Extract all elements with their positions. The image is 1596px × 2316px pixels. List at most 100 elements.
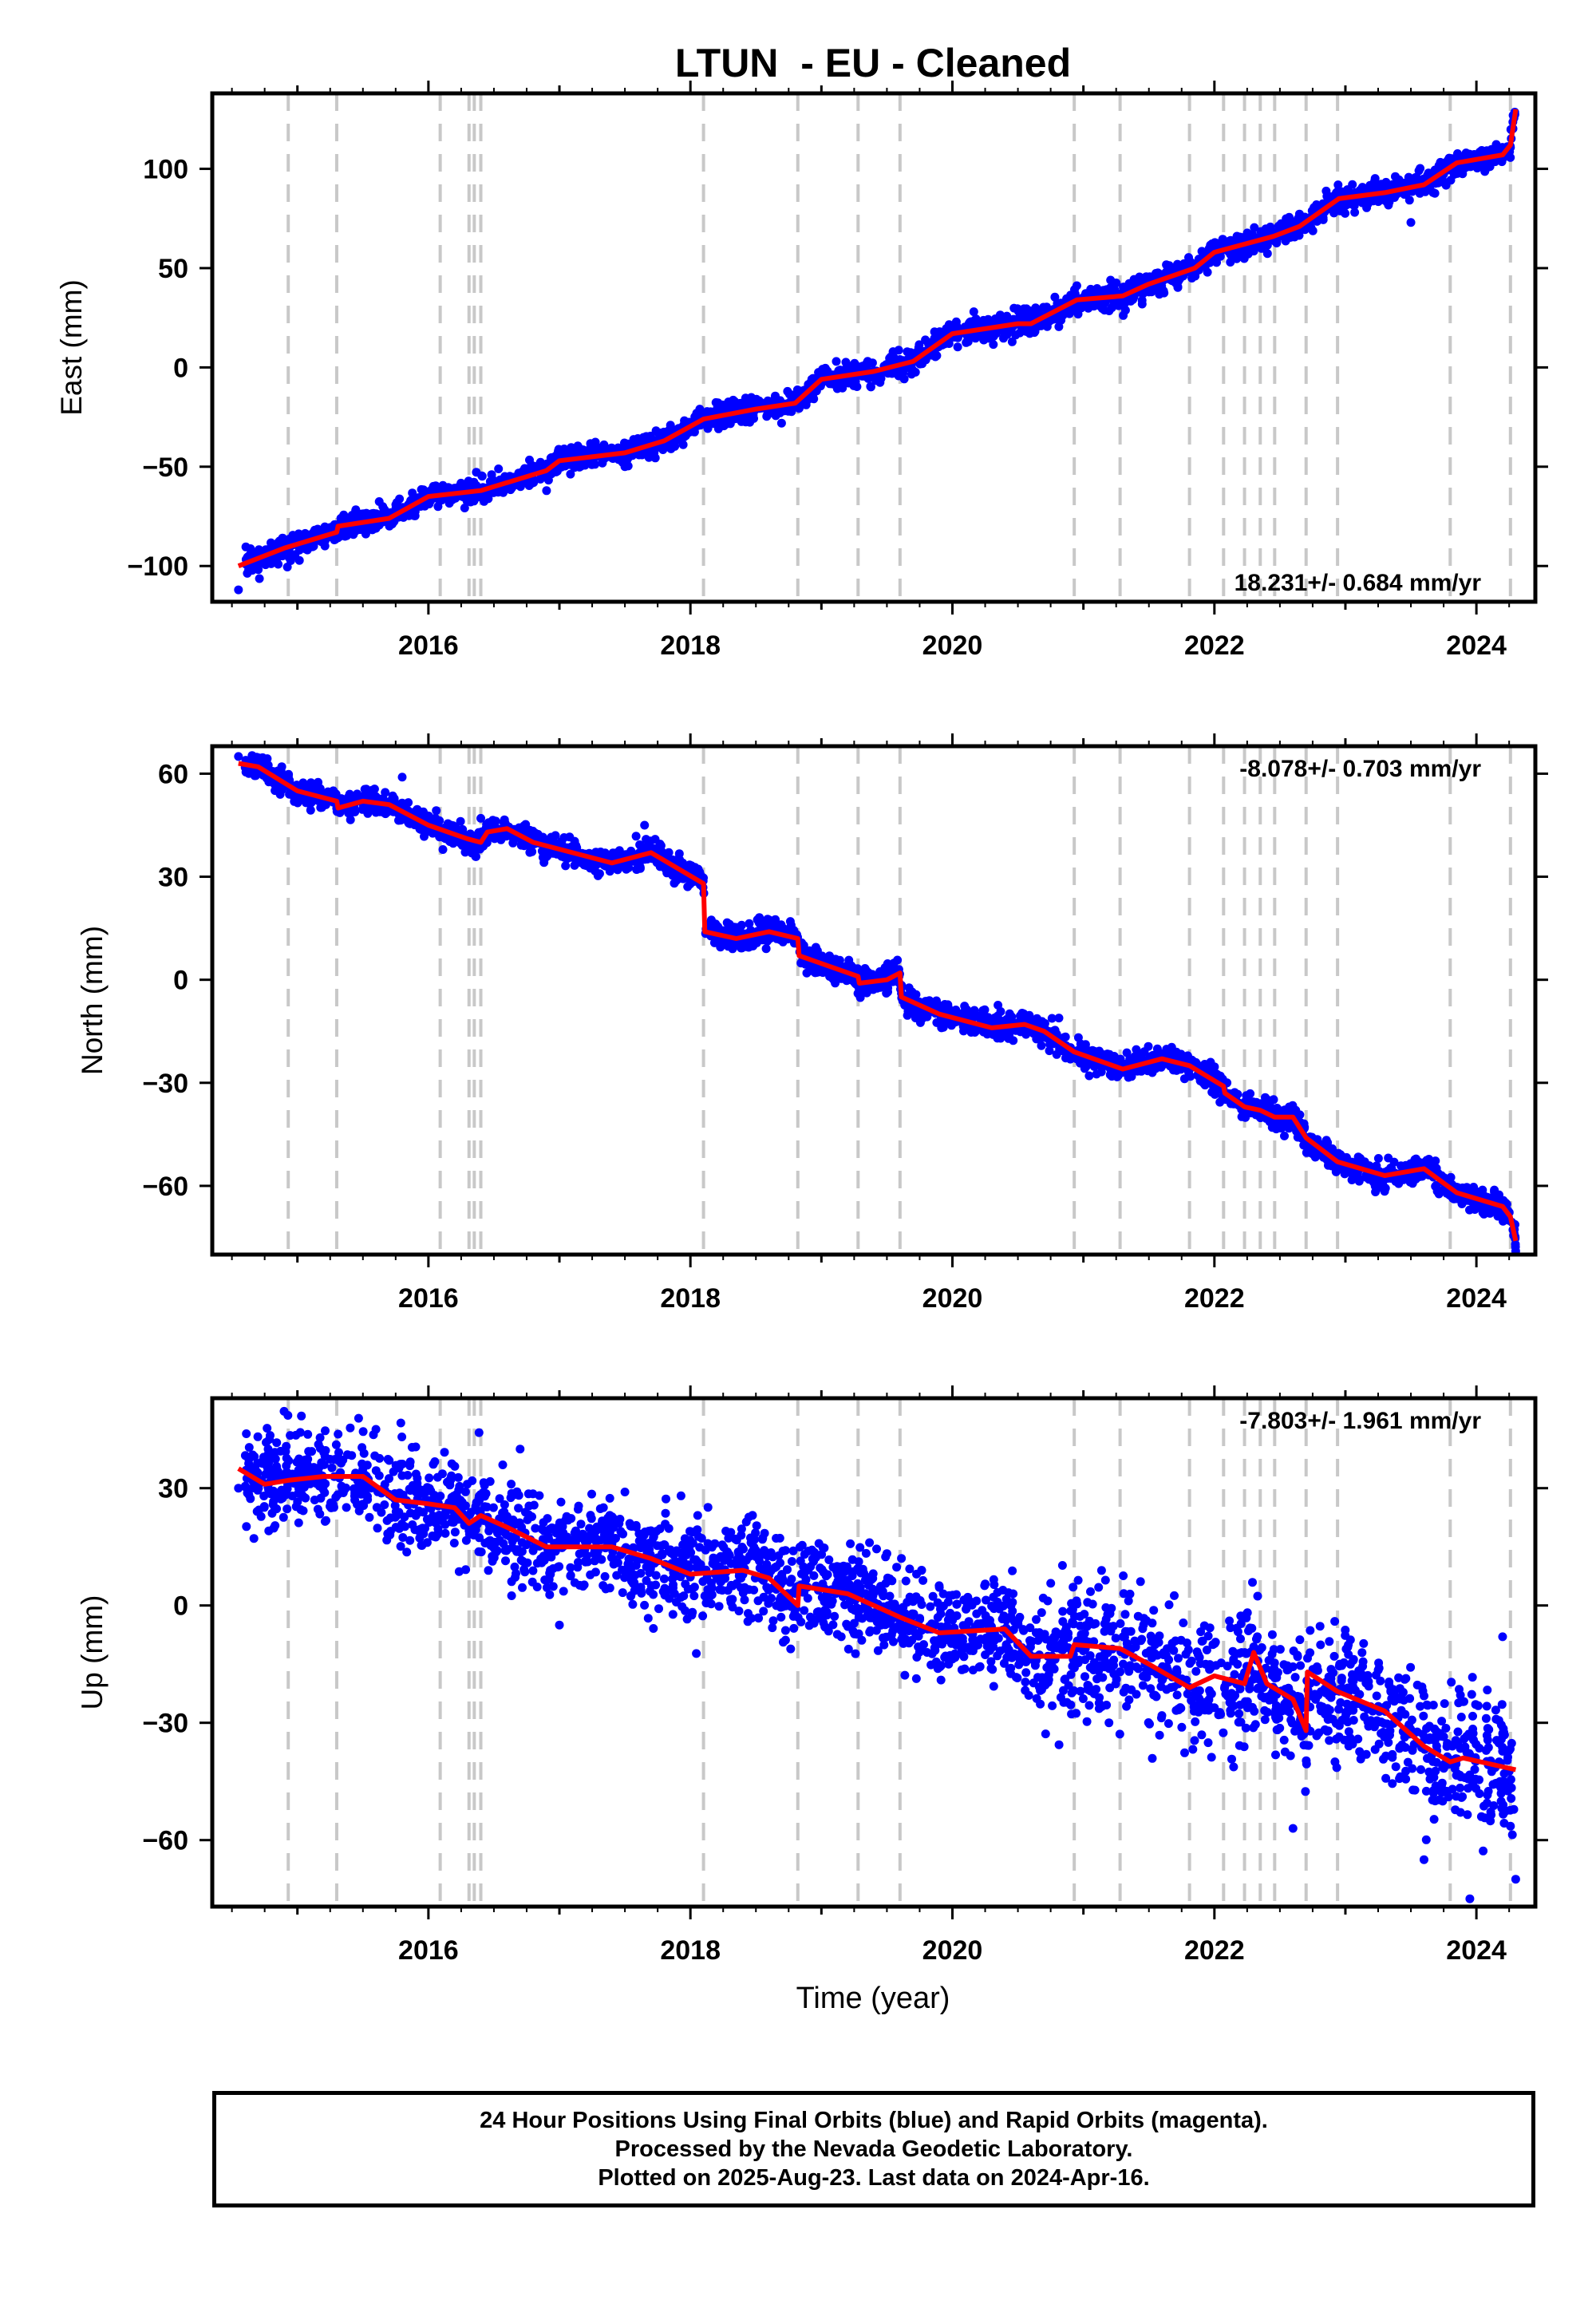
data-point <box>811 943 820 952</box>
data-point <box>979 335 989 345</box>
data-point <box>745 919 754 928</box>
data-point <box>1474 161 1483 171</box>
data-point <box>943 1000 953 1010</box>
east-x-tick-label: 2024 <box>1446 630 1507 661</box>
data-point <box>855 993 865 1002</box>
data-point <box>1039 302 1049 312</box>
data-point <box>1238 250 1247 259</box>
data-point <box>542 486 551 496</box>
data-point <box>1106 275 1116 285</box>
data-point <box>288 531 298 540</box>
data-point <box>600 848 610 858</box>
data-point <box>634 450 644 460</box>
data-point <box>500 472 510 481</box>
data-point <box>1072 281 1081 290</box>
data-point <box>937 1023 946 1033</box>
data-point <box>494 464 504 473</box>
data-point <box>1423 171 1432 180</box>
data-point <box>1227 253 1237 263</box>
data-point <box>832 384 842 393</box>
data-point <box>1152 269 1160 278</box>
data-point <box>989 340 998 350</box>
data-point <box>381 809 390 819</box>
east-x-tick-label: 2022 <box>1184 630 1245 661</box>
data-point <box>978 1006 988 1015</box>
data-point <box>234 585 243 595</box>
data-point <box>1261 224 1270 234</box>
data-point <box>734 399 744 409</box>
data-point <box>964 1011 974 1021</box>
data-point <box>1019 1009 1029 1018</box>
data-point <box>1406 218 1416 227</box>
east-y-tick-label: 50 <box>158 254 188 284</box>
data-point <box>1312 200 1321 209</box>
data-point <box>255 574 264 583</box>
data-point <box>263 754 272 764</box>
data-point <box>367 785 377 795</box>
data-point <box>926 350 936 360</box>
data-point <box>561 861 571 871</box>
data-point <box>725 419 735 429</box>
data-point <box>1414 166 1424 176</box>
data-point <box>1061 1032 1070 1041</box>
data-point <box>706 915 716 925</box>
data-point <box>1074 302 1083 312</box>
data-point <box>962 338 971 347</box>
data-point <box>1053 298 1062 308</box>
data-point <box>703 419 712 429</box>
data-point <box>460 504 469 512</box>
data-point <box>1347 1176 1357 1184</box>
data-point <box>1007 337 1017 346</box>
east-x-tick-label: 2020 <box>922 630 983 661</box>
data-point <box>918 1014 927 1023</box>
data-point <box>351 505 361 515</box>
data-point <box>282 772 292 781</box>
east-y-axis-label: East (mm) <box>55 279 88 416</box>
data-point <box>463 495 472 504</box>
data-point <box>527 464 536 474</box>
data-point <box>573 441 583 451</box>
data-point <box>1176 1065 1186 1074</box>
data-point <box>865 358 875 368</box>
data-point <box>1430 188 1440 198</box>
data-point <box>832 357 841 366</box>
data-point <box>326 523 336 532</box>
data-point <box>1011 330 1021 340</box>
data-point <box>433 502 443 512</box>
data-point <box>1465 1205 1474 1215</box>
data-point <box>898 371 907 381</box>
data-point <box>552 466 562 476</box>
data-point <box>605 867 614 876</box>
data-point <box>306 805 315 815</box>
north-plot-area <box>234 746 1520 1255</box>
data-point <box>1134 274 1144 283</box>
data-point <box>776 418 786 428</box>
data-point <box>1466 162 1476 172</box>
data-point <box>888 347 898 357</box>
data-point <box>866 382 875 392</box>
data-point <box>1002 311 1012 321</box>
east-plot-area <box>234 93 1519 602</box>
data-point <box>582 448 591 457</box>
data-point <box>487 470 496 480</box>
data-point <box>1028 327 1037 337</box>
data-point <box>359 511 369 520</box>
east-y-tick-label: −50 <box>142 453 188 483</box>
data-point <box>1477 146 1487 155</box>
data-point <box>591 437 600 447</box>
east-model-line <box>237 109 1519 568</box>
east-data-points <box>234 108 1519 595</box>
data-point <box>1357 183 1367 192</box>
data-point <box>448 495 457 504</box>
data-point <box>1005 1009 1014 1018</box>
data-point <box>1009 303 1019 313</box>
data-point <box>709 419 718 429</box>
data-point <box>946 1021 956 1030</box>
data-point <box>747 393 756 402</box>
data-point <box>763 409 772 419</box>
data-point <box>1104 306 1114 315</box>
data-point <box>1045 1046 1054 1056</box>
data-point <box>1377 180 1386 189</box>
data-point <box>306 542 315 551</box>
data-point <box>409 511 419 520</box>
